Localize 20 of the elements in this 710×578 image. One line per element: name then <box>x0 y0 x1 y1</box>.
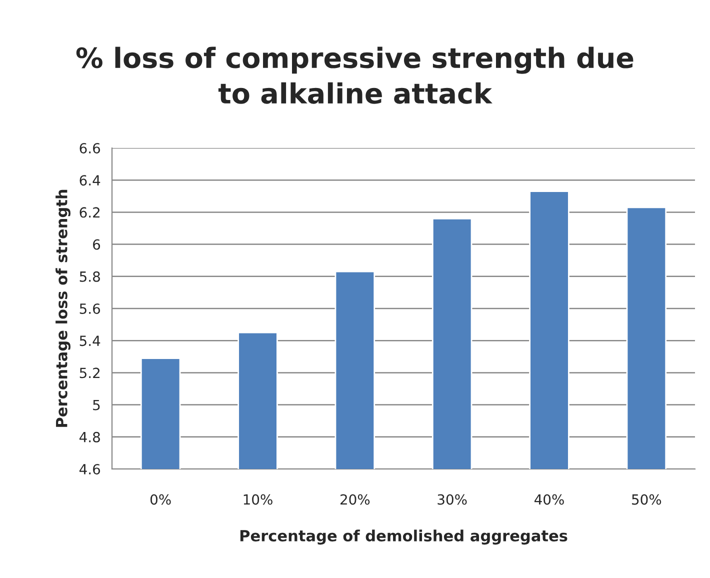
chart-title: % loss of compressive strength due to alkaline attack <box>76 46 634 104</box>
x-axis-title: Percentage of demolished aggregates <box>240 530 568 545</box>
y-tick-label: 6.6 <box>80 142 100 154</box>
y-tick-label: 5 <box>93 400 100 410</box>
x-tick-label: 50% <box>632 494 662 505</box>
y-tick-label: 4.8 <box>79 432 100 442</box>
y-tick-label: 5.6 <box>80 303 100 314</box>
y-tick-label: 6.2 <box>80 207 100 218</box>
y-tick-label: 4.6 <box>79 464 100 474</box>
x-tick-label: 10% <box>244 494 272 505</box>
x-tick-label: 40% <box>534 494 564 505</box>
x-tick-label: 30% <box>438 494 467 505</box>
y-tick-label: 6 <box>93 239 100 250</box>
x-tick-label: 0% <box>150 494 171 505</box>
y-tick-label: 5.2 <box>80 368 100 378</box>
x-tick-label: 20% <box>340 494 370 505</box>
y-tick-label: 5.8 <box>80 271 100 282</box>
y-tick-label: 5.4 <box>80 336 100 346</box>
y-axis-title: Percentage loss of strength <box>56 190 70 427</box>
y-tick-label: 6.4 <box>80 175 100 186</box>
